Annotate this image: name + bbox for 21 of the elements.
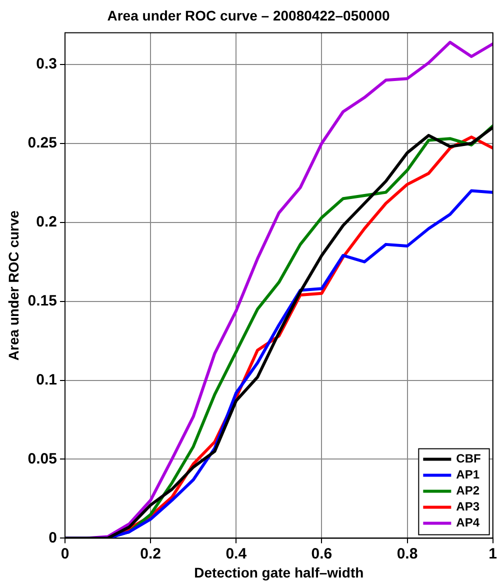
x-tick-label: 0.8: [396, 545, 418, 562]
y-tick-label: 0.15: [28, 292, 57, 310]
x-tick-label: 1: [488, 545, 497, 562]
y-tick-label: 0.2: [36, 213, 57, 230]
legend-label: AP3: [456, 500, 480, 514]
legend-label: AP4: [456, 516, 480, 530]
y-tick-label: 0.05: [28, 450, 57, 468]
x-tick-label: 0: [60, 545, 70, 562]
x-axis-title: Detection gate half–width: [194, 564, 364, 580]
x-tick-label: 0.2: [140, 545, 161, 562]
x-tick-label: 0.6: [311, 545, 332, 562]
y-tick-label: 0: [48, 529, 57, 546]
y-tick-label: 0.25: [28, 134, 57, 152]
x-tick-label: 0.4: [226, 545, 248, 562]
chart-title: Area under ROC curve – 20080422–050000: [107, 7, 390, 24]
legend-label: AP1: [456, 468, 480, 482]
legend-label: CBF: [456, 452, 481, 466]
legend-label: AP2: [456, 484, 480, 498]
y-tick-label: 0.1: [36, 371, 57, 388]
y-axis-title: Area under ROC curve: [5, 210, 22, 361]
y-tick-label: 0.3: [36, 56, 57, 73]
